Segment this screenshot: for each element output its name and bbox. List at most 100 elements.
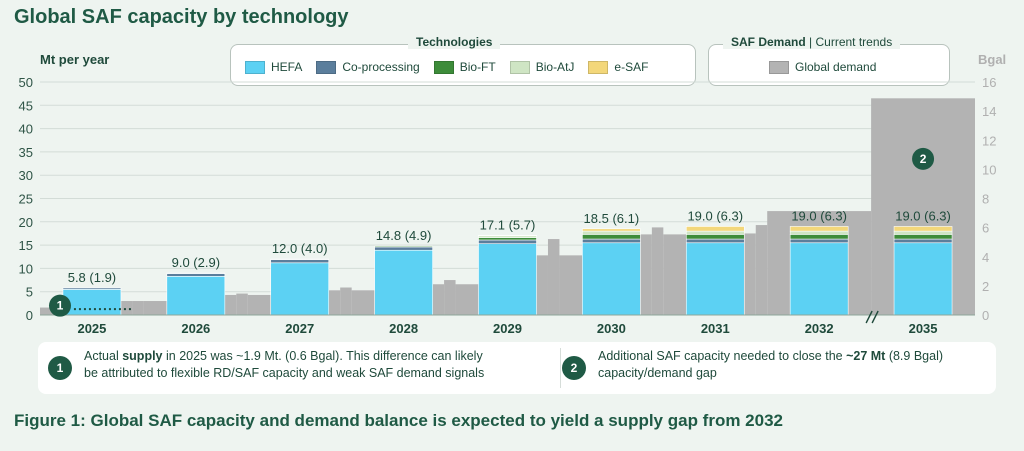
legend-item-e-saf: e-SAF [588, 60, 648, 74]
demand-bar-left-2031 [663, 234, 687, 315]
x-tick-label-2027: 2027 [285, 321, 314, 336]
demand-bar-step-2027 [340, 287, 352, 315]
bar-hefa-2028 [374, 249, 433, 316]
demand-bar-right-2028 [432, 284, 445, 315]
note-1: Actual supply in 2025 was ~1.9 Mt. (0.6 … [84, 349, 485, 380]
bar-co-processing-2028 [374, 246, 433, 251]
demand-bar-step-2029 [547, 239, 560, 315]
bar-hefa-2025 [62, 289, 122, 316]
demand-bar-step-2026 [236, 293, 248, 315]
bar-bio-ft-2035 [893, 234, 953, 240]
bar-hefa-2032 [789, 242, 849, 316]
legend-item-bio-ft: Bio-FT [433, 60, 496, 74]
total-label-2030: 18.5 (6.1) [584, 211, 640, 226]
x-tick-label-2028: 2028 [389, 321, 418, 336]
bar-e-saf-2031 [685, 226, 745, 232]
demand-bar-left-2028 [351, 290, 375, 315]
y2-tick-label-14: 14 [982, 104, 996, 119]
chart-badge-2 [912, 147, 935, 170]
bar-co-processing-2032 [789, 238, 849, 244]
chart-badge-label-1: 1 [57, 299, 64, 313]
bar-hefa-2026 [166, 276, 226, 316]
y-tick-label-25: 25 [19, 192, 33, 207]
axis-break-mark-b [871, 310, 879, 324]
y-tick-label-40: 40 [19, 122, 33, 137]
x-tick-label-2032: 2032 [805, 321, 834, 336]
bar-co-processing-2026 [166, 273, 226, 277]
demand-bar-left-2029 [455, 284, 479, 315]
y-tick-label-5: 5 [26, 285, 33, 300]
total-label-2032: 19.0 (6.3) [791, 208, 847, 223]
bar-co-processing-2035 [893, 238, 953, 244]
y-tick-label-45: 45 [19, 98, 33, 113]
demand-bar-right-2030 [640, 234, 652, 315]
note-badge-1: 1 [48, 356, 72, 380]
demand-bar-right-2029 [536, 255, 548, 315]
bar-bio-ft-2030 [582, 234, 641, 240]
y-tick-label-50: 50 [19, 75, 33, 90]
note-badge-2: 2 [562, 356, 586, 380]
y2-tick-label-16: 16 [982, 75, 996, 90]
demand-bar-left-2026 [143, 301, 167, 315]
chart-badge-label-2: 2 [920, 152, 927, 166]
note-divider [560, 348, 561, 388]
y-tick-label-0: 0 [26, 308, 33, 323]
legend-demand: SAF Demand | Current trends Global deman… [708, 35, 950, 86]
bar-bio-ft-2029 [478, 237, 537, 241]
x-tick-label-2025: 2025 [77, 321, 106, 336]
swatch-co-processing [316, 60, 337, 74]
bar-co-processing-2031 [685, 238, 745, 244]
legend-item-global-demand: Global demand [769, 60, 876, 74]
y2-tick-label-8: 8 [982, 192, 989, 207]
demand-bar-right-2027 [328, 290, 341, 315]
legend-item-bio-atj: Bio-AtJ [509, 60, 574, 74]
swatch-bio-atj [509, 60, 530, 74]
demand-bar-left-2027 [247, 294, 271, 315]
legend-technologies-title: Technologies [408, 35, 501, 49]
demand-bar-step-2031 [755, 225, 768, 315]
x-tick-label-2030: 2030 [597, 321, 626, 336]
x-tick-label-2026: 2026 [181, 321, 210, 336]
axis-break-mark-a [865, 310, 873, 324]
bar-bio-ft-2031 [685, 234, 745, 240]
y-tick-label-10: 10 [19, 261, 33, 276]
bar-hefa-2030 [582, 242, 641, 316]
x-tick-label-2029: 2029 [493, 321, 522, 336]
bar-bio-atj-2035 [893, 230, 953, 235]
y2-tick-label-10: 10 [982, 162, 996, 177]
bar-hefa-2031 [685, 242, 745, 316]
demand-bar-step-2025 [132, 301, 144, 315]
legend-item-hefa: HEFA [245, 60, 302, 74]
swatch-hefa [245, 60, 265, 74]
total-label-2025: 5.8 (1.9) [68, 270, 116, 285]
demand-bar-step-2028 [444, 280, 456, 315]
x-tick-label-2031: 2031 [701, 321, 730, 336]
y2-axis-label: Bgal [978, 52, 1007, 67]
figure-caption: Figure 1: Global SAF capacity and demand… [14, 411, 784, 430]
chart-title: Global SAF capacity by technology [14, 6, 349, 28]
bar-bio-atj-2032 [789, 230, 849, 235]
swatch-bio-ft [433, 60, 454, 74]
demand-bar-left-2030 [559, 255, 583, 315]
legend-item-co-processing: Co-processing [316, 60, 420, 74]
bar-co-processing-2029 [478, 239, 537, 245]
bar-hefa-2027 [270, 262, 330, 316]
legend-demand-items: Global demand [769, 60, 876, 74]
y-tick-label-30: 30 [19, 168, 33, 183]
y-tick-label-20: 20 [19, 215, 33, 230]
legend-demand-title: SAF Demand | Current trends [723, 35, 901, 49]
demand-bar-right-2025 [120, 301, 133, 315]
bar-bio-ft-2032 [789, 234, 849, 240]
bar-co-processing-2025 [62, 287, 122, 290]
bar-e-saf-2035 [893, 226, 953, 232]
total-label-2026: 9.0 (2.9) [172, 255, 220, 270]
bar-bio-atj-2031 [685, 230, 745, 235]
bar-hefa-2029 [478, 243, 537, 316]
y2-tick-label-6: 6 [982, 221, 989, 236]
bar-hefa-2035 [893, 242, 953, 316]
legend-technologies: Technologies HEFA Co-processing Bio-FT B… [230, 35, 696, 86]
notes-panel: 1 Actual supply in 2025 was ~1.9 Mt. (0.… [38, 342, 996, 394]
total-label-2027: 12.0 (4.0) [272, 241, 328, 256]
